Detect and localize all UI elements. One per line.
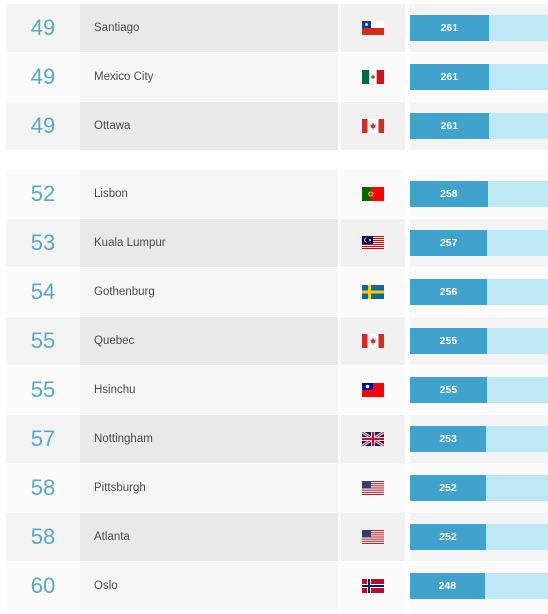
score-bar-track: 252 xyxy=(410,524,548,550)
table-row: 60 Oslo 248 xyxy=(6,562,548,610)
usa-flag-icon xyxy=(362,530,384,544)
table-row: 53 Kuala Lumpur 257 xyxy=(6,219,548,267)
table-row: 52 Lisbon 258 xyxy=(6,170,548,218)
rank-number: 49 xyxy=(30,113,56,138)
malaysia-flag-icon xyxy=(362,236,384,250)
score-bar-track: 253 xyxy=(410,426,548,452)
canada-flag-icon xyxy=(362,334,384,348)
mexico-flag-icon xyxy=(362,70,384,84)
rank-number: 49 xyxy=(30,64,56,89)
norway-flag-icon xyxy=(362,579,384,593)
flag-cell xyxy=(341,268,405,316)
rank-number: 55 xyxy=(30,328,56,353)
city-name: Mexico City xyxy=(80,53,338,101)
city-name: Hsinchu xyxy=(80,366,338,414)
rank-number: 57 xyxy=(30,426,56,451)
score-bar: 252 xyxy=(410,524,486,550)
score-bar-track: 261 xyxy=(410,64,548,90)
portugal-flag-icon xyxy=(362,187,384,201)
table-row: 55 Quebec 255 xyxy=(6,317,548,365)
table-row: 55 Hsinchu 255 xyxy=(6,366,548,414)
rank-number: 54 xyxy=(30,279,56,304)
city-name: Atlanta xyxy=(80,513,338,561)
score-bar-track: 261 xyxy=(410,113,548,139)
table-row: 57 Nottingham 253 xyxy=(6,415,548,463)
score-bar-track: 255 xyxy=(410,377,548,403)
score-bar-track: 248 xyxy=(410,573,548,599)
table-row: 49 Santiago 261 xyxy=(6,4,548,52)
flag-cell xyxy=(341,366,405,414)
score-bar: 258 xyxy=(410,181,488,207)
score-bar: 248 xyxy=(410,573,485,599)
score-bar: 261 xyxy=(410,15,489,41)
city-name: Kuala Lumpur xyxy=(80,219,338,267)
score-bar-track: 252 xyxy=(410,475,548,501)
rank-number: 52 xyxy=(30,181,56,206)
flag-cell xyxy=(341,219,405,267)
score-bar: 261 xyxy=(410,64,489,90)
city-name: Pittsburgh xyxy=(80,464,338,512)
score-bar: 252 xyxy=(410,475,486,501)
score-bar-track: 258 xyxy=(410,181,548,207)
sweden-flag-icon xyxy=(362,285,384,299)
score-bar: 256 xyxy=(410,279,488,305)
usa-flag-icon xyxy=(362,481,384,495)
city-name: Lisbon xyxy=(80,170,338,218)
uk-flag-icon xyxy=(362,432,384,446)
table-row: 58 Pittsburgh 252 xyxy=(6,464,548,512)
city-name: Quebec xyxy=(80,317,338,365)
city-name: Santiago xyxy=(80,4,338,52)
score-bar: 261 xyxy=(410,113,489,139)
rank-number: 53 xyxy=(30,230,56,255)
rank-number: 49 xyxy=(30,15,56,40)
city-name: Ottawa xyxy=(80,102,338,150)
score-bar: 257 xyxy=(410,230,488,256)
table-row: 49 Ottawa 261 xyxy=(6,102,548,150)
score-bar-track: 256 xyxy=(410,279,548,305)
flag-cell xyxy=(341,464,405,512)
table-row: 54 Gothenburg 256 xyxy=(6,268,548,316)
rank-number: 58 xyxy=(30,475,56,500)
chile-flag-icon xyxy=(362,21,384,35)
canada-flag-icon xyxy=(362,119,384,133)
city-name: Gothenburg xyxy=(80,268,338,316)
flag-cell xyxy=(341,415,405,463)
flag-cell xyxy=(341,562,405,610)
flag-cell xyxy=(341,513,405,561)
table-row: 58 Atlanta 252 xyxy=(6,513,548,561)
score-bar-track: 261 xyxy=(410,15,548,41)
rank-number: 60 xyxy=(30,573,56,598)
score-bar: 255 xyxy=(410,377,487,403)
score-bar-track: 257 xyxy=(410,230,548,256)
city-name: Oslo xyxy=(80,562,338,610)
taiwan-flag-icon xyxy=(362,383,384,397)
flag-cell xyxy=(341,53,405,101)
rank-number: 55 xyxy=(30,377,56,402)
flag-cell xyxy=(341,4,405,52)
rank-number: 58 xyxy=(30,524,56,549)
flag-cell xyxy=(341,317,405,365)
table-row: 49 Mexico City 261 xyxy=(6,53,548,101)
score-bar: 255 xyxy=(410,328,487,354)
score-bar: 253 xyxy=(410,426,487,452)
score-bar-track: 255 xyxy=(410,328,548,354)
flag-cell xyxy=(341,102,405,150)
flag-cell xyxy=(341,170,405,218)
city-name: Nottingham xyxy=(80,415,338,463)
